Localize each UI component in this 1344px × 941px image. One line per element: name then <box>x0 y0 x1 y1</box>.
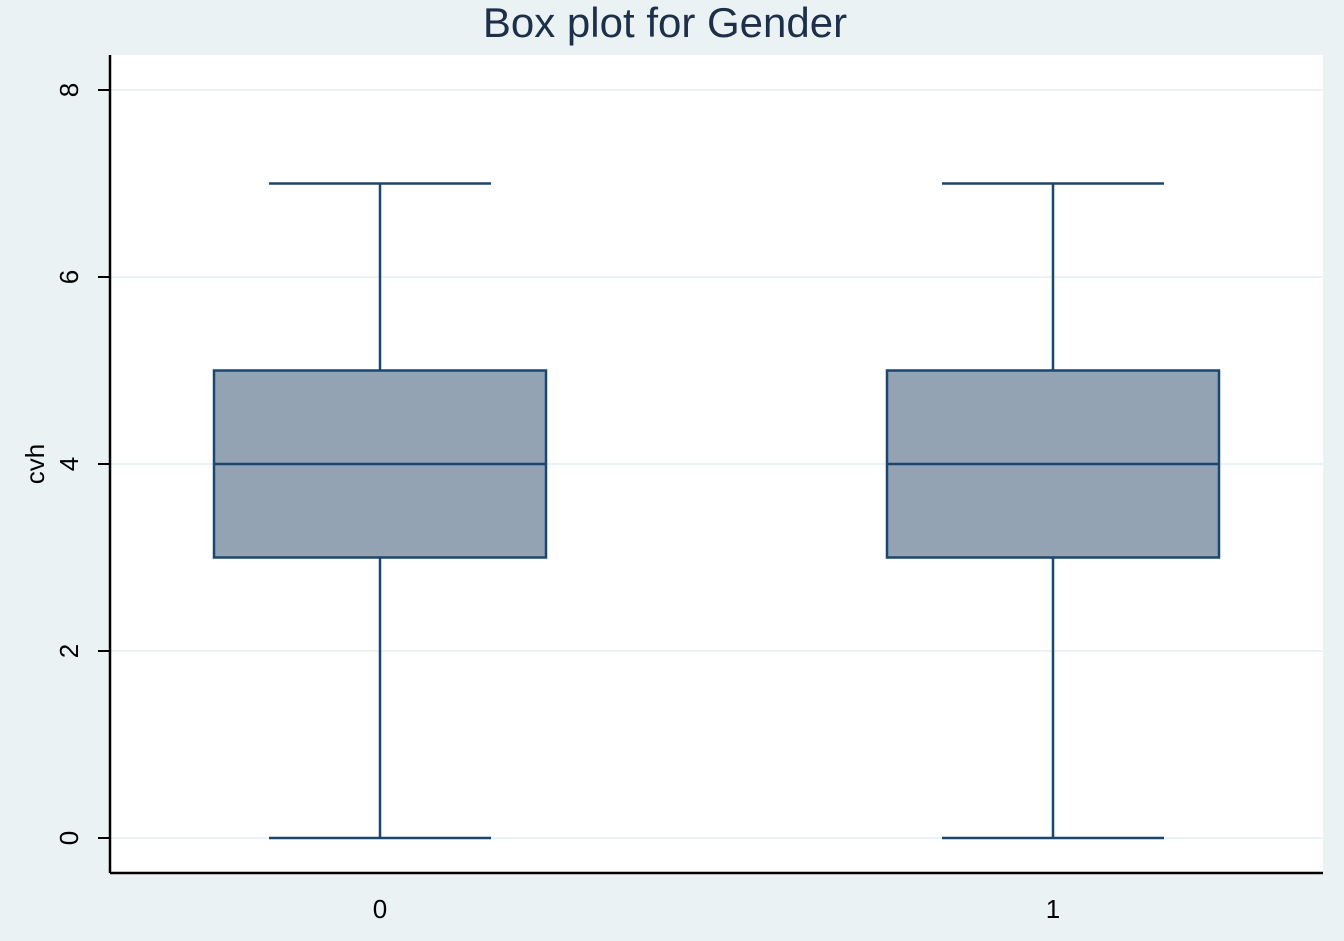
y-tick-label: 6 <box>54 270 84 284</box>
boxes <box>212 182 1221 840</box>
x-category-label: 1 <box>1046 894 1060 924</box>
y-tick-label: 2 <box>54 644 84 658</box>
chart-title: Box plot for Gender <box>483 0 847 46</box>
x-category-label: 0 <box>373 894 387 924</box>
box-group-0 <box>212 182 548 840</box>
y-tick-label: 0 <box>54 831 84 845</box>
y-axis-label: cvh <box>20 444 50 484</box>
y-tick-label: 8 <box>54 83 84 97</box>
box-group-1 <box>885 182 1221 840</box>
axes: 0 2 4 6 8 0 1 <box>54 55 1323 924</box>
y-tick-label: 4 <box>54 457 84 471</box>
